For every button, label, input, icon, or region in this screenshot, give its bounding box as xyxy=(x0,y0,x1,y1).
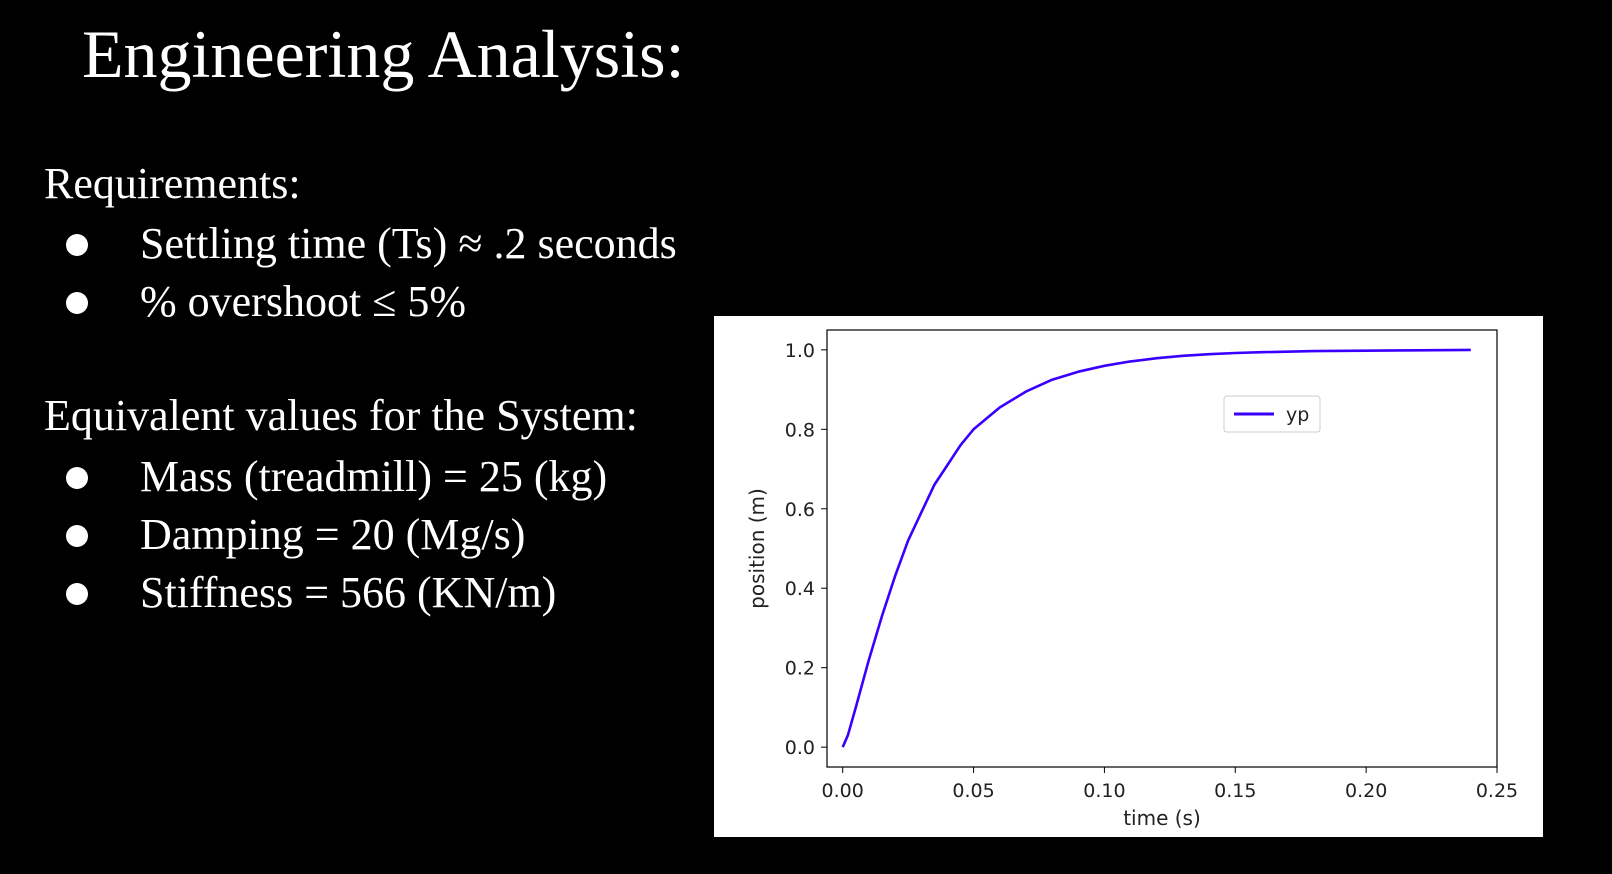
bullet-icon xyxy=(66,583,88,605)
x-tick-label: 0.25 xyxy=(1476,780,1518,802)
y-tick-label: 0.2 xyxy=(785,658,815,680)
x-tick-label: 0.20 xyxy=(1345,780,1387,802)
system-values-heading: Equivalent values for the System: xyxy=(44,391,638,440)
bullet-icon xyxy=(66,292,88,314)
x-tick-label: 0.00 xyxy=(822,780,864,802)
y-axis-label: position (m) xyxy=(745,488,769,609)
system-value-text: Mass (treadmill) = 25 (kg) xyxy=(140,452,608,501)
y-tick-label: 0.0 xyxy=(785,737,815,759)
requirement-text: Settling time (Ts) ≈ .2 seconds xyxy=(140,219,677,268)
series-line xyxy=(841,348,1471,748)
y-tick-label: 0.6 xyxy=(785,499,815,521)
bullet-icon xyxy=(66,525,88,547)
x-axis-label: time (s) xyxy=(1123,806,1201,830)
bullet-icon xyxy=(66,234,88,256)
plot-frame xyxy=(826,329,1498,768)
system-value-text: Stiffness = 566 (KN/m) xyxy=(140,568,557,617)
y-tick-label: 0.4 xyxy=(785,578,815,600)
legend-label: yp xyxy=(1286,404,1309,426)
position-chart: 0.00 0.05 0.10 0.15 0.20 0.25 0.0 0.2 0.4 0.6 0.8 1… xyxy=(714,316,1543,837)
y-tick-label: 1.0 xyxy=(785,340,815,362)
chart-svg: 0.00 0.05 0.10 0.15 0.20 0.25 0.0 0.2 0.4 0.6 0.8 1… xyxy=(745,329,1518,830)
x-tick-label: 0.05 xyxy=(952,780,994,802)
requirements-heading: Requirements: xyxy=(44,159,301,208)
y-tick-label: 0.8 xyxy=(785,419,815,441)
bullet-icon xyxy=(66,467,88,489)
slide-title: Engineering Analysis: xyxy=(82,16,685,92)
requirement-text: % overshoot ≤ 5% xyxy=(140,277,466,326)
system-value-text: Damping = 20 (Mg/s) xyxy=(140,510,526,559)
x-tick-label: 0.10 xyxy=(1083,780,1125,802)
x-tick-label: 0.15 xyxy=(1214,780,1256,802)
